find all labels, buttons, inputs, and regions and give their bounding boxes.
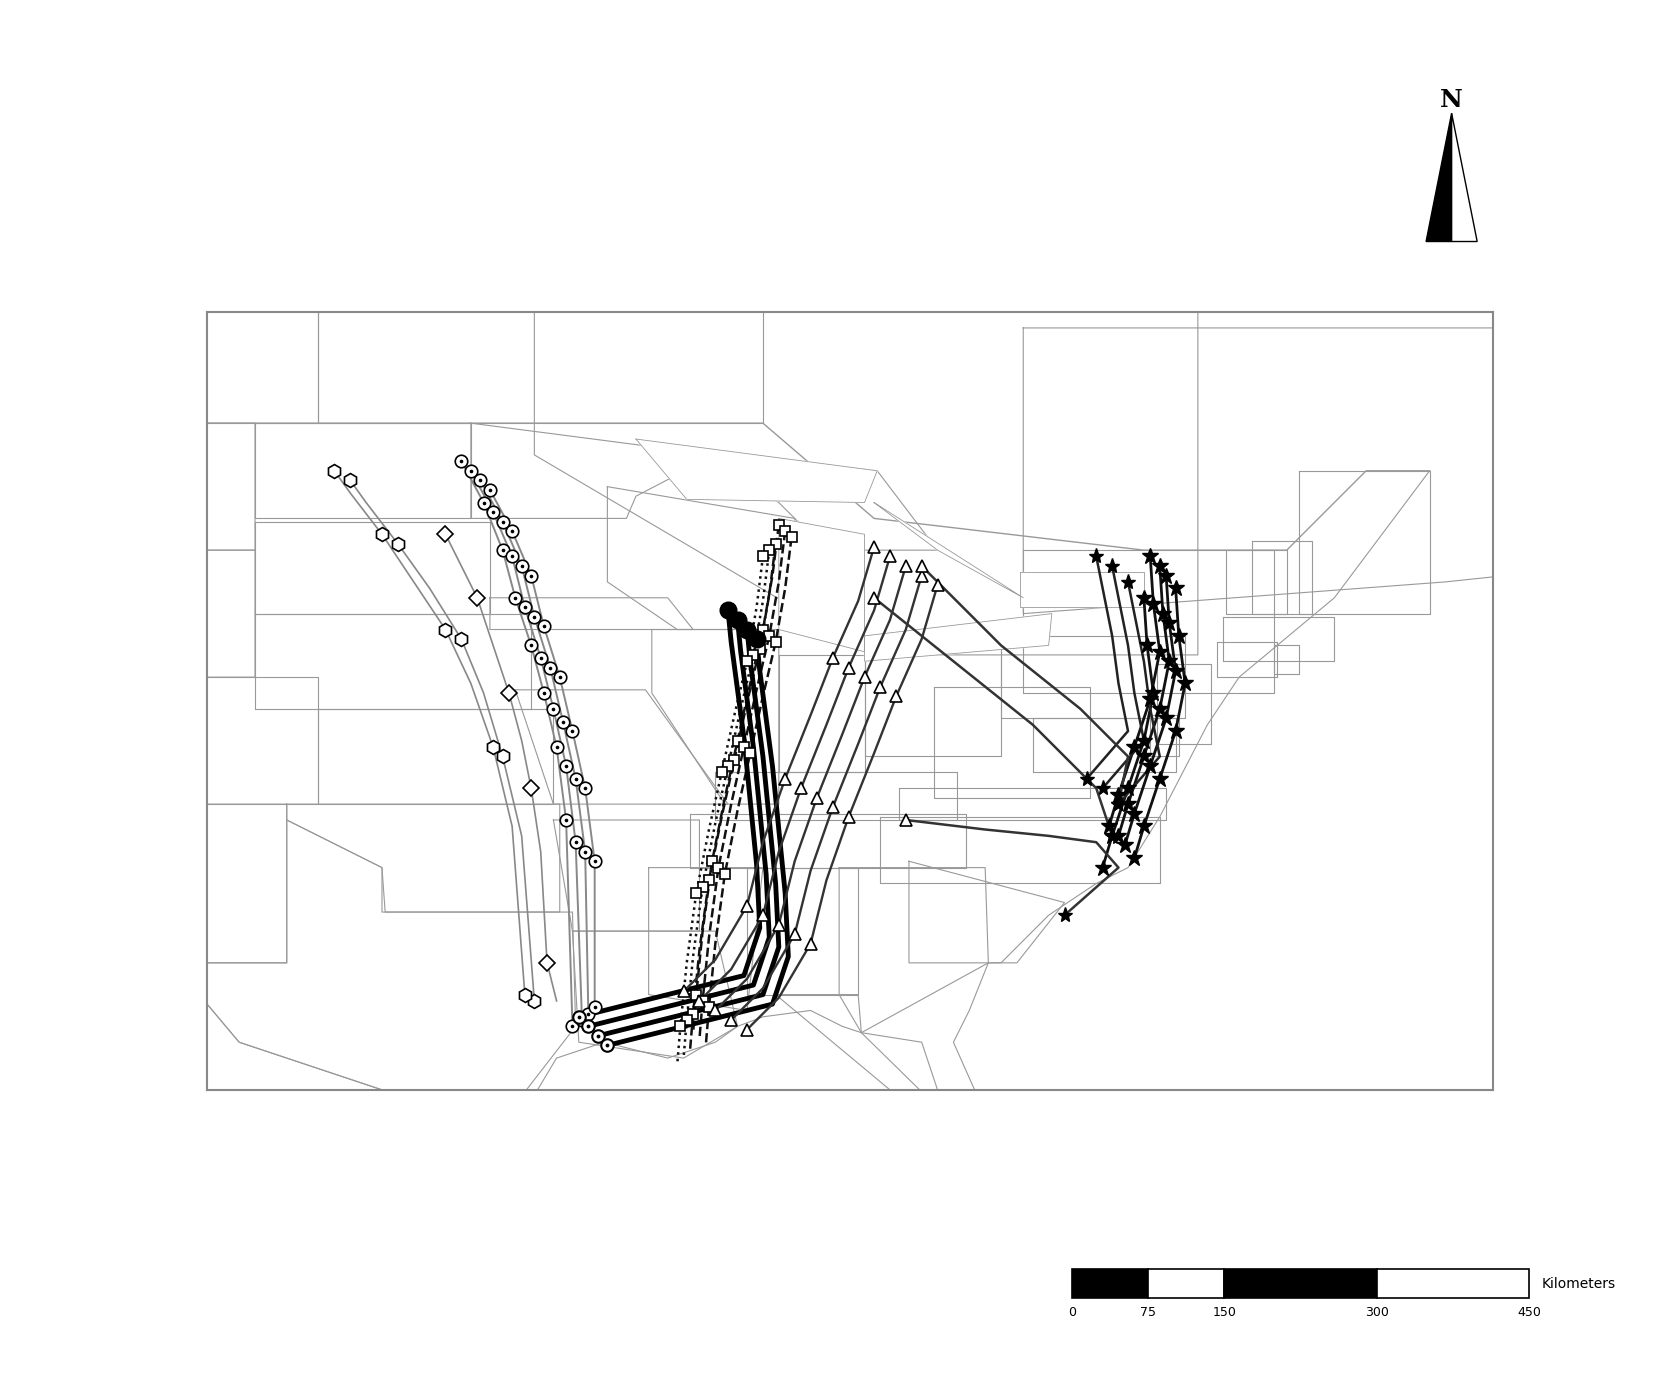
Bar <box>1377 1269 1530 1298</box>
Text: Kilometers: Kilometers <box>1541 1277 1616 1291</box>
Text: 0: 0 <box>1068 1306 1077 1319</box>
Bar <box>1148 1269 1224 1298</box>
Bar <box>1224 1269 1377 1298</box>
Polygon shape <box>864 613 1052 661</box>
Polygon shape <box>874 502 1024 598</box>
Polygon shape <box>1427 114 1452 242</box>
Polygon shape <box>1452 114 1477 242</box>
Text: N: N <box>1440 89 1463 112</box>
Polygon shape <box>778 518 864 652</box>
Text: 75: 75 <box>1140 1306 1156 1319</box>
Polygon shape <box>635 439 878 502</box>
Text: 450: 450 <box>1516 1306 1541 1319</box>
Polygon shape <box>1020 572 1145 608</box>
Text: 300: 300 <box>1365 1306 1389 1319</box>
Bar <box>1072 1269 1148 1298</box>
Text: 150: 150 <box>1213 1306 1236 1319</box>
